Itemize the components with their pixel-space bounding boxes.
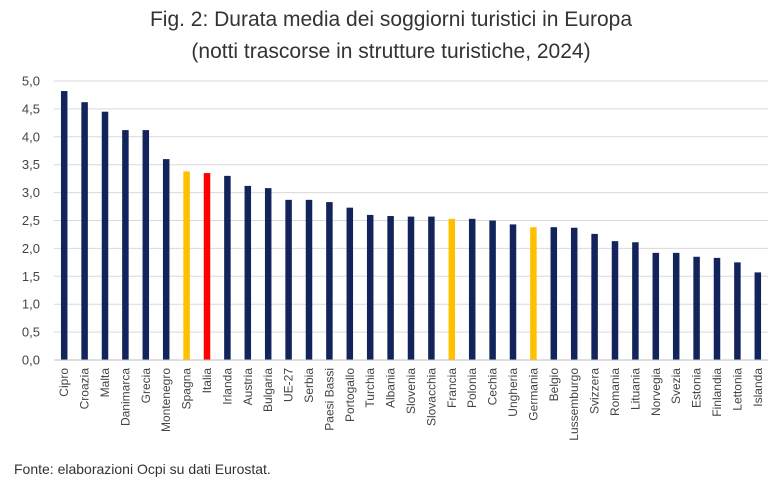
x-tick-label: Slovacchia: [424, 368, 438, 426]
bar-cechia: [489, 220, 496, 360]
x-tick-label: Danimarca: [118, 368, 132, 426]
bar-islanda: [754, 272, 762, 360]
x-tick-label: Spagna: [180, 368, 194, 410]
x-tick-label: Grecia: [139, 368, 153, 404]
bar-francia: [448, 218, 456, 360]
bar-turchia: [366, 214, 374, 360]
bar-albania: [387, 216, 394, 360]
x-tick-label: Norvegia: [649, 368, 663, 416]
bar-lettonia: [734, 262, 741, 360]
y-tick-label: 4,5: [22, 101, 40, 116]
x-tick-label: Montenegro: [159, 368, 173, 432]
y-tick-label: 2,0: [22, 241, 40, 256]
bar-estonia: [693, 256, 700, 360]
x-tick-label: Croazia: [78, 368, 92, 410]
chart-title: Fig. 2: Durata media dei soggiorni turis…: [149, 8, 633, 31]
y-tick-label: 4,0: [22, 129, 40, 144]
x-tick-label: Turchia: [363, 368, 377, 408]
x-tick-label: UE-27: [282, 368, 296, 402]
bar-norvegia: [652, 252, 660, 360]
x-tick-label: Svezia: [669, 368, 683, 404]
bar-austria: [244, 185, 252, 360]
bar-svizzera: [591, 233, 598, 360]
x-tick-label: Paesi Bassi: [322, 368, 336, 431]
x-tick-label: Germania: [526, 368, 540, 421]
x-tick-label: Svizzera: [588, 368, 602, 414]
x-tick-label: Francia: [445, 368, 459, 408]
source-note: Fonte: elaborazioni Ocpi su dati Eurosta…: [14, 461, 271, 477]
y-tick-label: 0,0: [22, 353, 40, 368]
bar-malta: [101, 111, 109, 360]
x-tick-label: Serbia: [302, 368, 316, 403]
x-tick-label: Bulgaria: [261, 368, 275, 412]
x-tick-label: Albania: [384, 368, 398, 408]
x-tick-label: Polonia: [465, 368, 479, 408]
bar-danimarca: [122, 130, 129, 360]
bar-bulgaria: [264, 188, 272, 360]
y-axis-ticks: 0,0 0,5 1,0 1,5 2,0 2,5 3,0 3,5 4,0 4,5 5,0: [22, 74, 40, 368]
bar-spagna: [183, 171, 190, 360]
bar-romania: [611, 241, 619, 360]
bar-germania: [530, 227, 537, 360]
x-tick-label: Lettonia: [730, 368, 744, 411]
x-tick-label: Romania: [608, 368, 622, 416]
bar-serbia: [305, 199, 313, 360]
bar-paesi-bassi: [326, 202, 333, 360]
y-tick-label: 0,5: [22, 325, 40, 340]
bar-slovenia: [407, 216, 415, 360]
bar-finlandia: [713, 257, 721, 360]
bar-lituania: [632, 242, 639, 360]
bar-svezia: [672, 252, 680, 360]
x-tick-label: Austria: [241, 368, 255, 406]
bars: [60, 91, 762, 360]
x-tick-label: Belgio: [547, 368, 561, 402]
y-tick-label: 3,5: [22, 157, 40, 172]
x-tick-label: Irlanda: [220, 368, 234, 405]
bar-belgio: [550, 227, 558, 360]
x-tick-label: Cipro: [57, 368, 71, 397]
x-tick-label: Malta: [98, 368, 112, 398]
bar-lussemburgo: [570, 227, 578, 360]
bar-cipro: [60, 91, 68, 360]
y-tick-label: 3,0: [22, 185, 40, 200]
x-tick-label: Cechia: [486, 368, 500, 406]
x-tick-label: Italia: [200, 368, 214, 394]
chart-subtitle: (notti trascorse in strutture turistiche…: [191, 40, 591, 63]
bar-montenegro: [162, 159, 170, 360]
x-tick-label: Islanda: [751, 368, 765, 407]
y-tick-label: 2,5: [22, 213, 40, 228]
bar-irlanda: [224, 175, 231, 360]
bar-ungheria: [509, 224, 517, 360]
x-tick-label: Portogallo: [343, 368, 357, 422]
x-tick-label: Lussemburgo: [567, 368, 581, 441]
x-tick-label: Estonia: [690, 368, 704, 408]
bar-slovacchia: [428, 216, 435, 360]
x-tick-label: Ungheria: [506, 368, 520, 417]
gridlines: [54, 80, 768, 333]
bar-polonia: [468, 218, 476, 360]
bar-italia: [203, 173, 211, 360]
y-tick-label: 5,0: [22, 74, 40, 89]
y-tick-label: 1,5: [22, 269, 40, 284]
x-tick-label: Lituania: [628, 368, 642, 410]
x-tick-label: Slovenia: [404, 368, 418, 414]
bar-grecia: [142, 130, 150, 360]
y-tick-label: 1,0: [22, 297, 40, 312]
x-tick-label: Finlandia: [710, 368, 724, 417]
bar-portogallo: [346, 207, 354, 360]
bar-croazia: [81, 102, 88, 360]
x-axis-labels: Cipro Croazia Malta Danimarca Grecia Monteneg…: [57, 368, 765, 441]
bar-ue-27: [285, 199, 292, 360]
